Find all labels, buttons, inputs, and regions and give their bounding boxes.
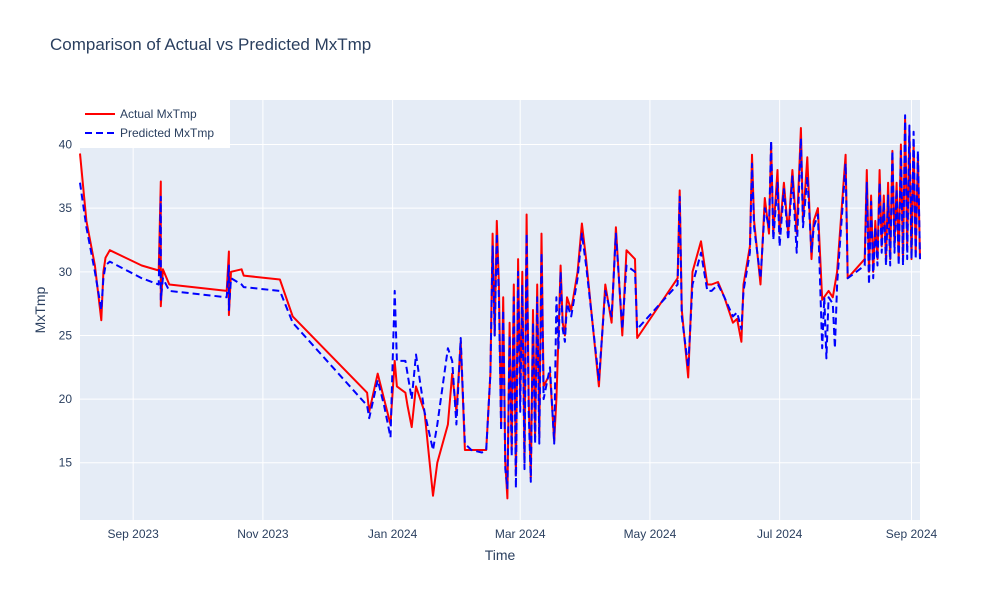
y-tick-label: 35 bbox=[59, 201, 73, 215]
y-tick-label: 30 bbox=[59, 265, 73, 279]
x-tick-label: Sep 2023 bbox=[107, 527, 159, 541]
x-tick-label: May 2024 bbox=[624, 527, 677, 541]
legend-label-actual: Actual MxTmp bbox=[120, 107, 197, 121]
series-line-predicted bbox=[79, 114, 921, 490]
legend-item-actual[interactable]: Actual MxTmp bbox=[85, 107, 197, 121]
series-line-actual bbox=[79, 118, 921, 500]
legend-background bbox=[80, 100, 230, 148]
series-lines bbox=[79, 114, 921, 500]
y-tick-label: 25 bbox=[59, 328, 73, 342]
y-axis-title: MxTmp bbox=[32, 286, 48, 333]
x-axis-ticks: Sep 2023 Nov 2023 Jan 2024 Mar 2024 May 2024… bbox=[107, 527, 937, 541]
y-tick-label: 20 bbox=[59, 392, 73, 406]
x-tick-label: Jul 2024 bbox=[757, 527, 803, 541]
x-tick-label: Nov 2023 bbox=[237, 527, 289, 541]
x-tick-label: Mar 2024 bbox=[495, 527, 546, 541]
chart-title: Comparison of Actual vs Predicted MxTmp bbox=[50, 35, 371, 54]
y-tick-label: 15 bbox=[59, 456, 73, 470]
x-axis-title: Time bbox=[485, 547, 516, 563]
legend-item-predicted[interactable]: Predicted MxTmp bbox=[85, 126, 214, 140]
legend: Actual MxTmp Predicted MxTmp bbox=[80, 100, 230, 148]
x-tick-label: Sep 2024 bbox=[886, 527, 938, 541]
y-axis-ticks: 15 20 25 30 35 40 bbox=[59, 138, 73, 470]
y-tick-label: 40 bbox=[59, 138, 73, 152]
legend-label-predicted: Predicted MxTmp bbox=[120, 126, 214, 140]
x-tick-label: Jan 2024 bbox=[368, 527, 418, 541]
